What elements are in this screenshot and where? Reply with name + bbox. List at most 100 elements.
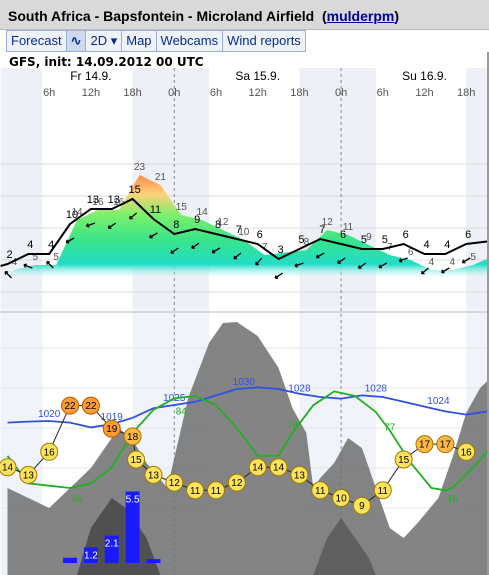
wind-direction-arrow	[378, 262, 388, 269]
wind-value-label: 5	[361, 234, 367, 246]
wind-direction-arrow	[358, 262, 367, 269]
tab-wind-reports[interactable]: Wind reports	[222, 30, 306, 52]
temperature-bubble	[311, 481, 330, 500]
wind-arrow-head	[4, 270, 9, 275]
wind-arrow-head	[255, 261, 259, 266]
temperature-value-label: 17	[419, 440, 431, 451]
gust-value-label: 9	[366, 232, 372, 243]
temperature-bubble	[40, 442, 59, 461]
gust-value-label: 21	[155, 172, 167, 183]
wind-direction-arrow	[4, 271, 12, 279]
wind-arrow-head	[65, 239, 70, 244]
humidity-value-label: 46	[71, 494, 83, 505]
view-tabs: Forecast ∿ 2D ▾ Map Webcams Wind reports	[6, 30, 306, 52]
wind-direction-arrow	[398, 257, 408, 262]
hour-tick-label: 12h	[415, 87, 433, 99]
wind-direction-arrow	[274, 272, 283, 279]
wind-arrow-head	[378, 264, 383, 269]
temperature-value-label: 14	[252, 463, 264, 474]
wind-arrow-head	[107, 225, 112, 229]
wave-icon[interactable]: ∿	[65, 30, 86, 52]
precip-value-label: 1.2	[84, 550, 98, 561]
pressure-value-label: 1020	[38, 409, 61, 420]
temperature-value-label: 11	[211, 486, 222, 497]
wind-direction-arrow	[108, 222, 117, 229]
temperature-value-label: 15	[398, 455, 410, 466]
model-init-label: GFS, init: 14.09.2012 00 UTC	[9, 55, 204, 69]
wind-value-label: 4	[48, 239, 54, 251]
wind-direction-arrow	[23, 264, 33, 269]
wind-arrow-head	[211, 249, 216, 254]
tab-forecast[interactable]: Forecast	[6, 30, 66, 52]
precip-bar	[83, 547, 98, 563]
temperature-value-label: 22	[64, 401, 76, 412]
wind-value-label: 4	[423, 239, 429, 251]
wind-value-label: 8	[215, 219, 221, 231]
temperature-value-label: 22	[85, 401, 97, 412]
temperature-value-label: 13	[23, 470, 35, 481]
temperature-bubble	[0, 458, 17, 477]
wind-direction-arrow	[337, 257, 346, 264]
hour-tick-label: 12h	[82, 87, 100, 99]
temperature-bubble	[127, 450, 146, 469]
day-label: Sa 15.9.	[235, 69, 280, 83]
temperature-bubble	[290, 465, 309, 484]
temperature-value-label: 11	[190, 486, 201, 497]
wind-value-label: 6	[257, 229, 263, 241]
precip-bar	[146, 559, 161, 563]
wind-arrow-head	[149, 234, 153, 239]
tab-map[interactable]: Map	[121, 30, 156, 52]
wind-direction-arrow	[46, 261, 54, 269]
gust-value-label: 10	[238, 227, 250, 238]
gust-value-label: 14	[197, 207, 209, 218]
wind-value-label: 15	[128, 184, 140, 196]
temperature-bubble	[373, 481, 392, 500]
temperature-bubble	[102, 419, 121, 438]
wind-value-label: 5	[382, 234, 388, 246]
pressure-value-label: 1028	[365, 383, 388, 394]
tab-webcams[interactable]: Webcams	[155, 30, 223, 52]
pressure-value-label: 1019	[101, 412, 124, 423]
gust-value-label: 11	[343, 222, 354, 233]
wind-value-label: 3	[277, 244, 283, 256]
wind-direction-arrow	[294, 262, 304, 267]
wind-arrow-head	[357, 265, 362, 269]
wind-direction-arrow	[65, 237, 75, 244]
temperature-bubble	[415, 435, 434, 454]
precip-bar	[125, 491, 140, 563]
humidity-value-label: 46	[447, 494, 459, 505]
wind-value-label: 13	[87, 194, 99, 206]
gust-value-label: 12	[322, 217, 334, 228]
wind-arrow-head	[23, 263, 27, 268]
wind-direction-arrow	[211, 247, 221, 254]
wind-arrow-head	[461, 259, 466, 264]
gust-value-label: 15	[176, 202, 188, 213]
precip-value-label: 5.5	[126, 495, 140, 506]
temperature-bubble	[61, 396, 80, 415]
tab-2d-dropdown[interactable]: 2D ▾	[85, 30, 122, 52]
user-link[interactable]: mulderpm	[326, 8, 395, 24]
day-label: Fr 14.9.	[70, 69, 111, 83]
precip-bar	[104, 535, 119, 563]
wind-direction-arrow	[191, 242, 200, 249]
temperature-value-label: 9	[359, 501, 365, 512]
hour-tick-label: 0h	[335, 87, 347, 99]
temperature-value-label: 14	[273, 463, 285, 474]
wind-arrow-head	[191, 245, 195, 249]
wind-value-label: 4	[444, 239, 450, 251]
humidity-value-label: 84	[176, 407, 188, 418]
wind-direction-arrow	[421, 267, 429, 275]
precipitation-bars: 1.2 2.1 5.5	[63, 491, 161, 563]
gust-value-label: 12	[217, 217, 229, 228]
meteogram-chart: Fr 14.9. Sa 15.9. Su 16.9. 6h 12h 18h 0h 6h 12h 1…	[0, 68, 487, 575]
day-label: Su 16.9.	[402, 69, 447, 83]
temperature-bubble	[207, 481, 225, 500]
humidity-line: 46 84 78 77 46	[6, 390, 487, 505]
hour-tick-label: 6h	[377, 87, 389, 99]
temperature-bubble	[457, 442, 476, 461]
temperature-bubble	[436, 435, 455, 454]
wind-value-label: 7	[319, 224, 325, 236]
humidity-value-label: 77	[384, 423, 396, 434]
